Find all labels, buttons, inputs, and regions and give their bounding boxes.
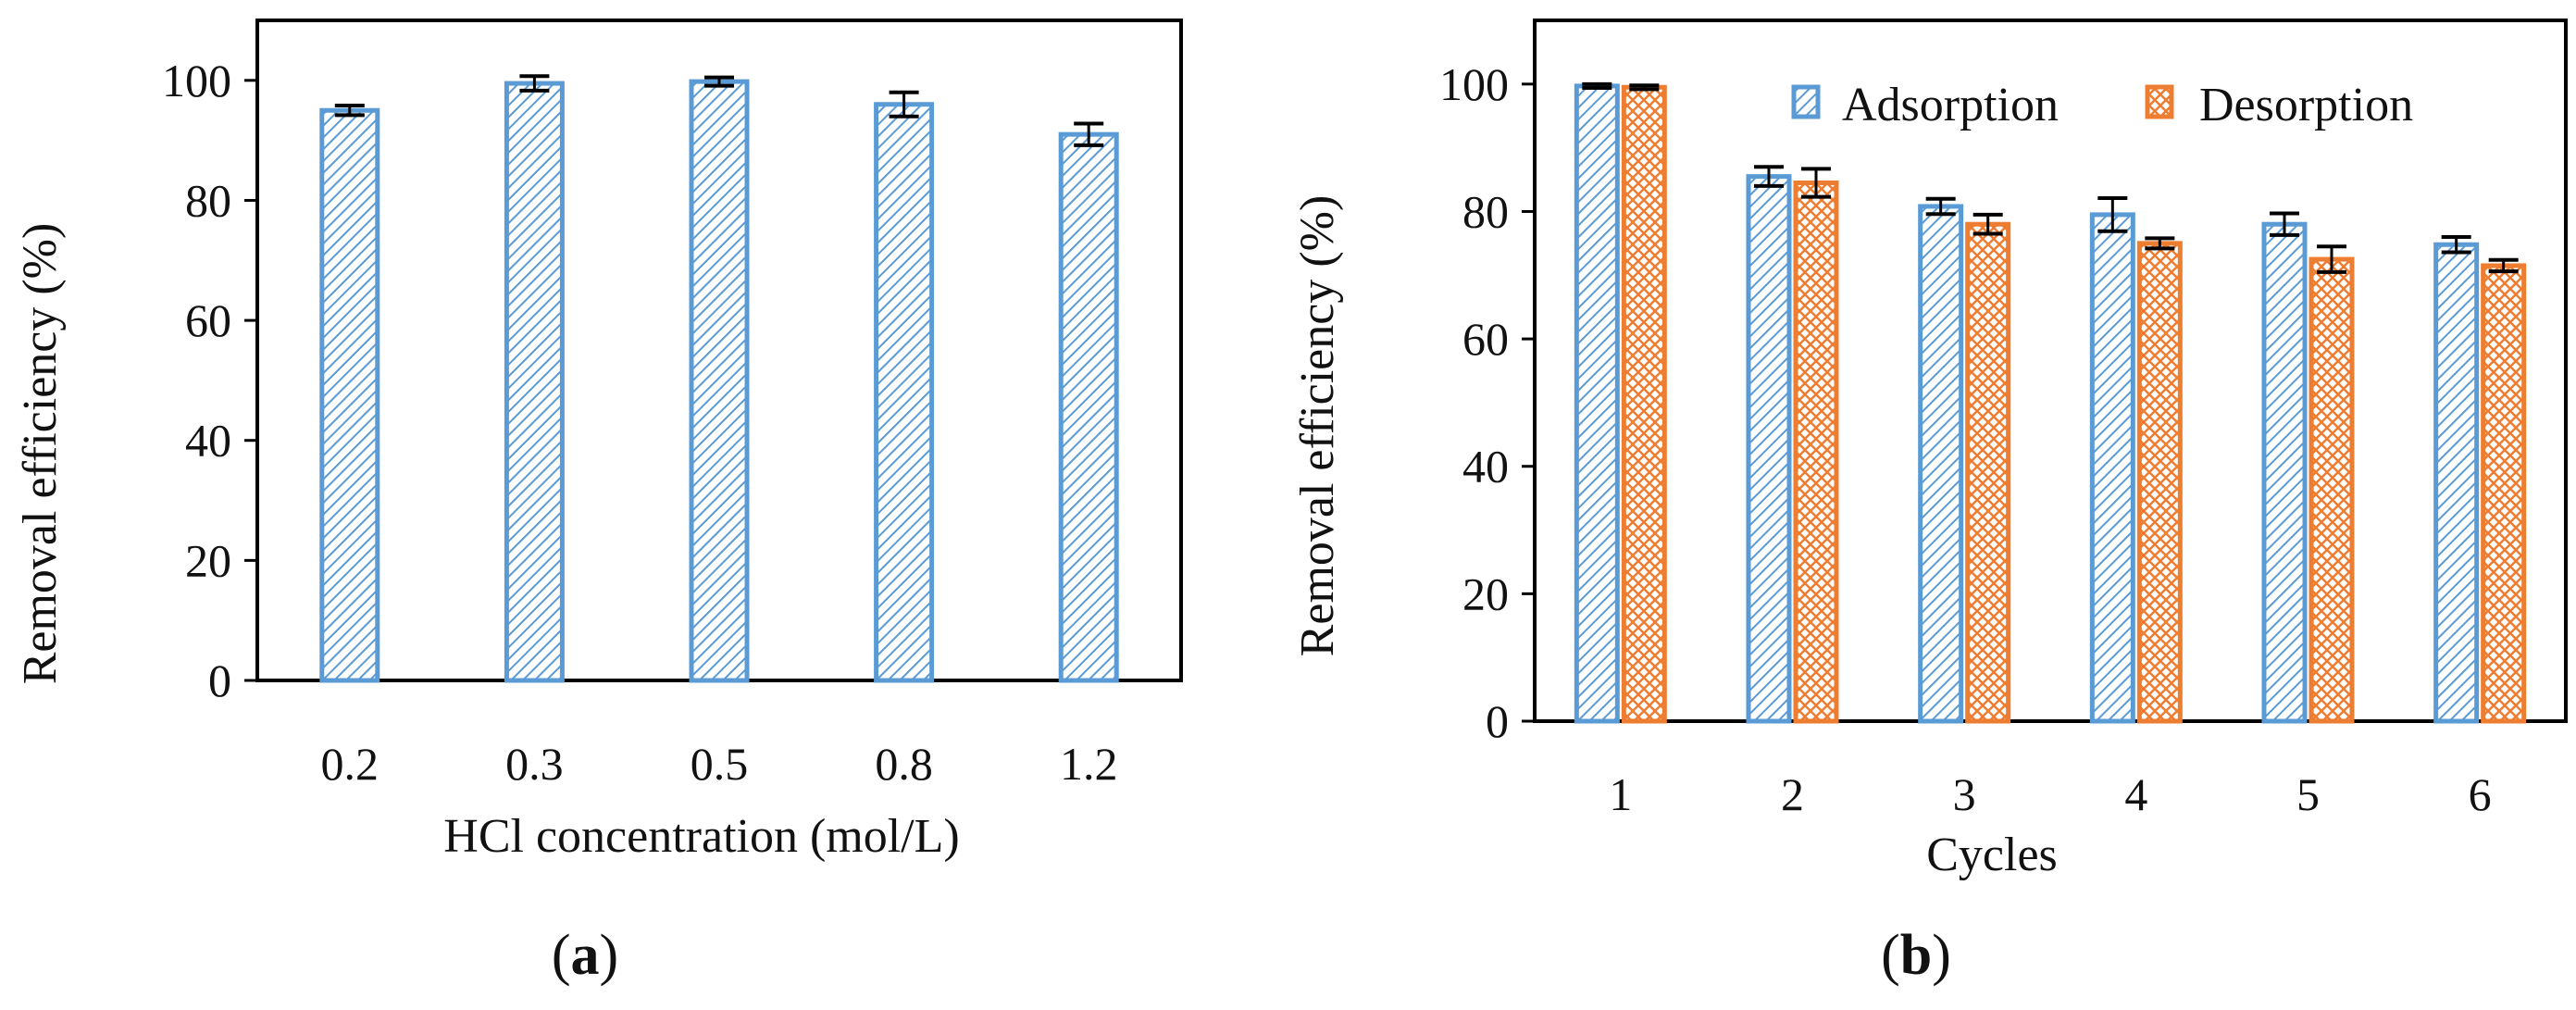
x-tick-label: 4: [2124, 768, 2147, 820]
bar: [319, 107, 380, 683]
legend-swatch-adsorption: [1791, 84, 1821, 119]
x-tick-label: 0.5: [691, 738, 749, 790]
bar: [874, 102, 935, 683]
x-tick-label: 3: [1953, 768, 1976, 820]
bar-desorption: [1621, 84, 1667, 724]
bar-desorption: [2308, 256, 2355, 724]
x-tick-label: 5: [2296, 768, 2320, 820]
chart-panel-a: 0 20 40 60 80 100 0.2 0.3 0.5 0.8 1.2 Removal eff…: [14, 19, 1183, 987]
legend-label-desorption: Desorption: [2199, 79, 2413, 131]
legend: Adsorption Desorption: [1791, 79, 2413, 131]
bar-adsorption: [2261, 221, 2308, 724]
plot-area-frame: [1533, 19, 2568, 723]
bar: [1058, 131, 1119, 683]
error-bar: [1074, 121, 1104, 147]
y-tick-label: 60: [1462, 313, 1509, 365]
bar-desorption: [2136, 241, 2183, 724]
bar: [689, 79, 750, 683]
error-bar: [1925, 196, 1956, 217]
x-tick-label: 1: [1609, 768, 1632, 820]
panel-label-a: (a): [552, 924, 618, 987]
error-bar: [2145, 236, 2175, 251]
y-tick-label: 80: [1462, 185, 1509, 237]
x-tick-label: 0.3: [505, 738, 564, 790]
x-tick-label: 0.2: [321, 738, 380, 790]
bar-adsorption: [2089, 212, 2135, 724]
error-bar: [2270, 211, 2299, 237]
legend-label-adsorption: Adsorption: [1842, 79, 2059, 131]
y-tick-label: 20: [185, 534, 231, 586]
x-tick-label: 0.8: [875, 738, 933, 790]
error-bar: [1972, 212, 2003, 236]
panel-label-b: (b): [1881, 924, 1951, 987]
x-tick-label: 2: [1781, 768, 1804, 820]
y-tick-label: 40: [1462, 441, 1509, 493]
bar-adsorption: [1918, 204, 1964, 724]
bar-desorption: [1965, 221, 2011, 724]
error-bar: [2441, 234, 2471, 255]
y-tick-label: 0: [208, 655, 231, 706]
bar-adsorption: [1574, 83, 1620, 724]
error-bar: [1801, 167, 1831, 199]
y-tick-label: 100: [1439, 58, 1509, 110]
x-tick-label: 6: [2469, 768, 2492, 820]
error-bar: [889, 90, 919, 118]
y-tick-label: 20: [1462, 567, 1509, 619]
error-bar: [2317, 244, 2346, 274]
bar: [504, 81, 565, 683]
error-bar: [1629, 83, 1660, 92]
error-bar: [1754, 165, 1784, 188]
error-bar: [334, 104, 365, 118]
error-bar: [1582, 81, 1612, 90]
error-bar: [2097, 196, 2128, 233]
y-axis-title: Removal efficiency (%): [1291, 195, 1344, 657]
y-tick-label: 40: [185, 415, 231, 467]
bar-desorption: [1793, 180, 1839, 724]
error-bar: [519, 74, 550, 93]
error-bar: [2488, 257, 2519, 274]
x-axis-title: Cycles: [1926, 829, 2058, 881]
y-tick-label: 0: [1486, 695, 1509, 747]
y-axis-title: Removal efficiency (%): [14, 223, 67, 685]
y-tick-label: 100: [162, 55, 231, 106]
bar-desorption: [2481, 263, 2527, 724]
legend-swatch-desorption: [2145, 84, 2174, 119]
error-bar: [704, 75, 734, 88]
y-tick-label: 80: [185, 174, 231, 226]
chart-panel-b: 0 20 40 60 80 100 1 2 3 4 5 6 Removal efficiency (…: [1291, 19, 2568, 987]
x-axis-title: HCl concentration (mol/L): [443, 810, 959, 863]
x-tick-label: 1.2: [1060, 738, 1118, 790]
bar-adsorption: [2433, 242, 2480, 724]
y-tick-label: 60: [185, 294, 231, 346]
bar-adsorption: [1746, 174, 1792, 724]
